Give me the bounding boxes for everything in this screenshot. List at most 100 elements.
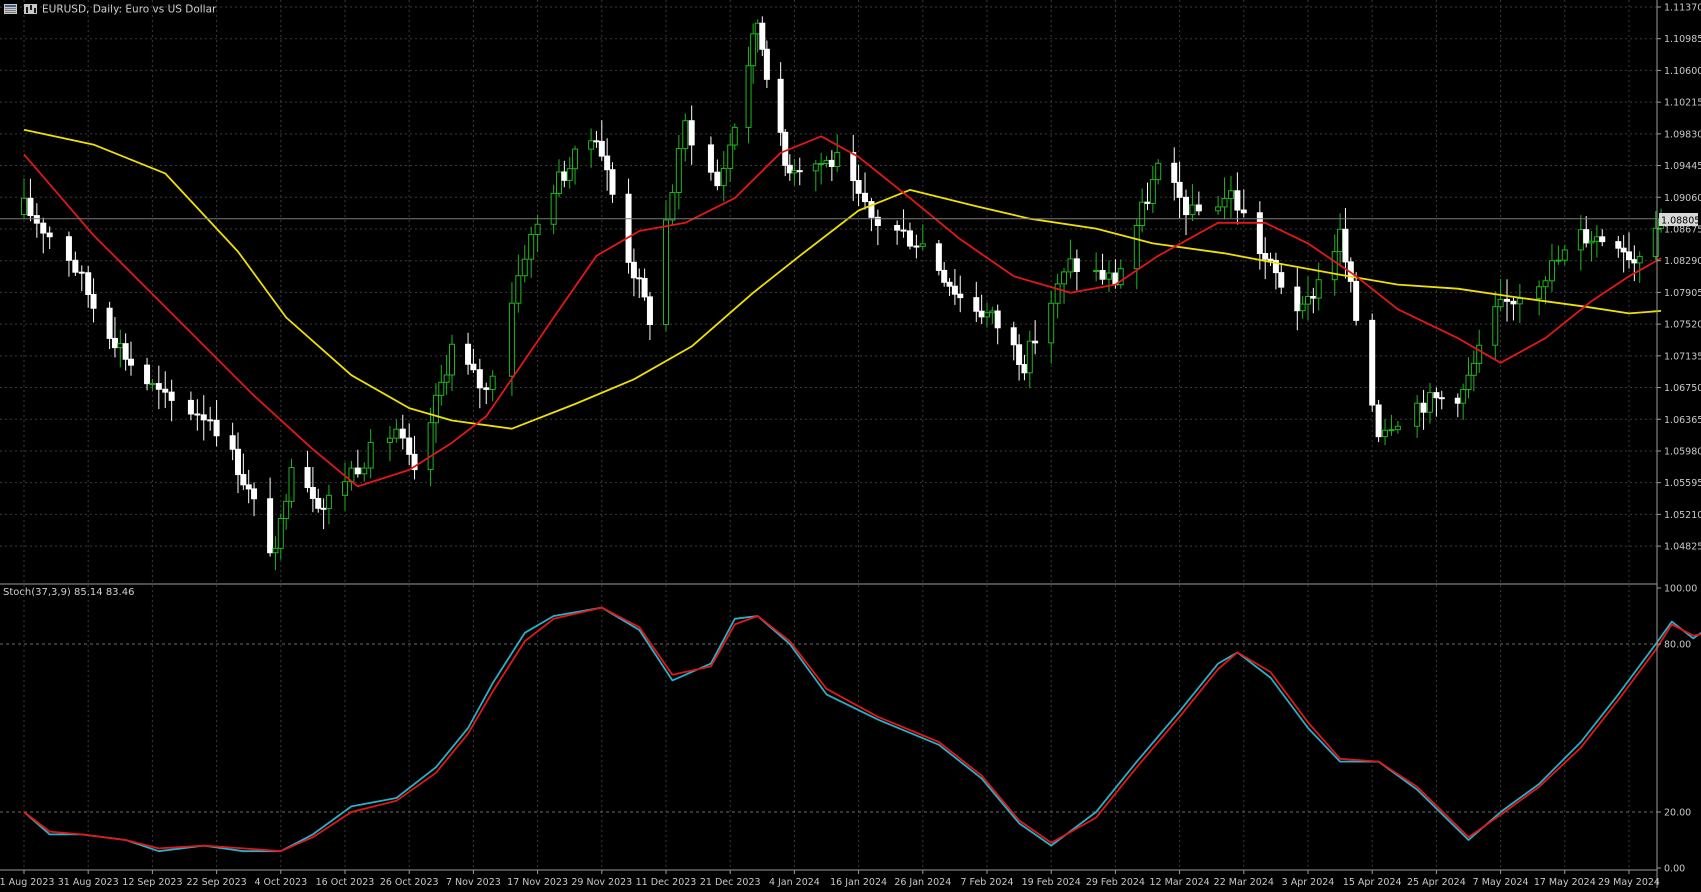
candle[interactable] xyxy=(1294,268,1301,331)
candle[interactable] xyxy=(675,134,682,210)
candle[interactable] xyxy=(46,226,53,250)
candle[interactable] xyxy=(155,365,162,410)
candle[interactable] xyxy=(994,304,1001,345)
candle[interactable] xyxy=(1492,291,1499,361)
candle[interactable] xyxy=(1195,191,1202,216)
candle[interactable] xyxy=(27,178,34,222)
candle[interactable] xyxy=(1561,244,1568,265)
candle[interactable] xyxy=(777,62,784,146)
candle[interactable] xyxy=(1599,229,1606,247)
candle[interactable] xyxy=(427,407,434,487)
candle[interactable] xyxy=(432,383,439,444)
candle[interactable] xyxy=(272,536,279,571)
candle[interactable] xyxy=(682,113,689,162)
candle[interactable] xyxy=(1093,252,1100,282)
candle[interactable] xyxy=(411,435,418,480)
candle[interactable] xyxy=(604,138,611,191)
candle[interactable] xyxy=(782,128,789,177)
candle[interactable] xyxy=(213,399,220,447)
candle[interactable] xyxy=(72,251,79,277)
candle[interactable] xyxy=(1240,189,1247,218)
candle[interactable] xyxy=(1155,159,1162,185)
candle[interactable] xyxy=(1438,390,1445,410)
candle[interactable] xyxy=(556,159,562,198)
candle[interactable] xyxy=(1394,420,1401,434)
candle[interactable] xyxy=(168,379,175,422)
candle[interactable] xyxy=(1470,350,1477,392)
candle[interactable] xyxy=(1267,252,1274,267)
candle[interactable] xyxy=(483,382,490,405)
candle[interactable] xyxy=(1067,239,1074,279)
candle[interactable] xyxy=(162,371,169,409)
candle[interactable] xyxy=(122,333,129,371)
candle[interactable] xyxy=(1215,195,1222,215)
candle[interactable] xyxy=(361,462,368,482)
candle[interactable] xyxy=(465,332,472,375)
candle[interactable] xyxy=(625,178,632,274)
chart-type-icon[interactable] xyxy=(24,4,37,14)
candle[interactable] xyxy=(1615,235,1622,258)
candle[interactable] xyxy=(1176,161,1183,219)
candle[interactable] xyxy=(1016,334,1023,381)
candlestick-series[interactable] xyxy=(21,16,1665,571)
candle[interactable] xyxy=(707,136,714,181)
candle[interactable] xyxy=(315,488,322,513)
candle[interactable] xyxy=(1465,357,1472,399)
candle[interactable] xyxy=(251,482,258,517)
candle[interactable] xyxy=(1061,268,1068,304)
candle[interactable] xyxy=(1426,382,1433,424)
candle[interactable] xyxy=(1299,296,1306,319)
candle[interactable] xyxy=(1234,172,1241,225)
chart-window-icon[interactable] xyxy=(4,4,17,14)
candle[interactable] xyxy=(325,484,332,525)
candle[interactable] xyxy=(868,198,875,232)
candle[interactable] xyxy=(750,23,757,84)
candle[interactable] xyxy=(267,477,274,557)
candle[interactable] xyxy=(449,334,455,391)
candle[interactable] xyxy=(207,406,214,431)
candle[interactable] xyxy=(834,134,841,172)
candle[interactable] xyxy=(1636,251,1643,283)
candle[interactable] xyxy=(229,422,236,461)
candle[interactable] xyxy=(630,248,637,297)
candle[interactable] xyxy=(641,268,648,301)
candle[interactable] xyxy=(763,40,770,89)
candle[interactable] xyxy=(1626,232,1632,269)
candle[interactable] xyxy=(235,432,241,494)
candle[interactable] xyxy=(572,145,579,185)
candle[interactable] xyxy=(1414,394,1421,438)
candle[interactable] xyxy=(745,46,752,144)
candle[interactable] xyxy=(470,348,477,374)
candle[interactable] xyxy=(1353,272,1360,326)
candle[interactable] xyxy=(515,254,522,313)
candle[interactable] xyxy=(240,453,247,491)
candle[interactable] xyxy=(1331,234,1338,296)
candle[interactable] xyxy=(508,282,515,396)
candle[interactable] xyxy=(78,265,85,292)
candle[interactable] xyxy=(984,302,990,328)
candle[interactable] xyxy=(1099,253,1106,285)
stochastic-subwindow[interactable] xyxy=(23,606,1701,853)
candle[interactable] xyxy=(1375,399,1382,443)
candle[interactable] xyxy=(1305,276,1311,321)
candle[interactable] xyxy=(646,292,653,341)
candle[interactable] xyxy=(688,105,695,165)
candle[interactable] xyxy=(759,16,766,57)
candle[interactable] xyxy=(796,157,803,186)
candle[interactable] xyxy=(354,449,361,478)
candle[interactable] xyxy=(149,378,156,391)
candle[interactable] xyxy=(1048,290,1055,364)
candle[interactable] xyxy=(1420,389,1427,430)
candle[interactable] xyxy=(900,209,907,238)
candle[interactable] xyxy=(144,357,151,391)
candle[interactable] xyxy=(1054,273,1061,319)
candle[interactable] xyxy=(786,154,793,181)
candle[interactable] xyxy=(588,128,595,168)
candle[interactable] xyxy=(862,172,869,210)
candle[interactable] xyxy=(663,200,669,332)
candle[interactable] xyxy=(1227,175,1234,219)
candle[interactable] xyxy=(1369,313,1376,412)
candle[interactable] xyxy=(731,123,738,150)
